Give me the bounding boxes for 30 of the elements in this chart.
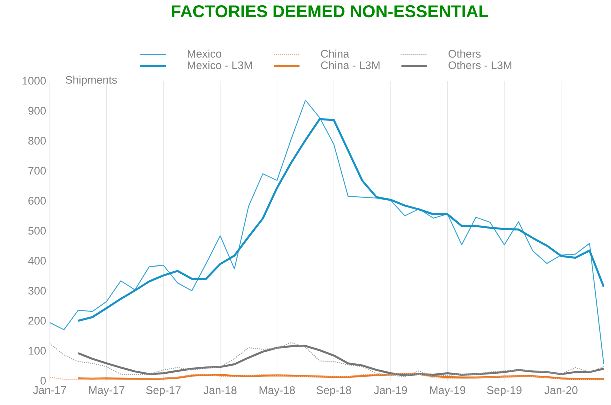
legend-label: Mexico	[188, 50, 222, 58]
y-tick-label: 400	[28, 257, 46, 265]
y-tick-label: 100	[28, 347, 46, 355]
x-tick-label: Jan-19	[374, 386, 408, 394]
y-axis-title: Shipments	[66, 76, 118, 86]
line-series	[50, 100, 604, 365]
x-tick-label: Sep-17	[146, 386, 181, 396]
x-tick-label: Jan-18	[204, 386, 237, 394]
y-tick-label: 600	[28, 197, 46, 205]
y-tick-label: 900	[28, 107, 46, 115]
x-tick-label: May-17	[89, 386, 125, 396]
y-tick-label: 700	[28, 167, 46, 175]
y-tick-label: 200	[28, 317, 46, 325]
y-tick-label: 1000	[22, 77, 46, 85]
y-tick-label: 500	[28, 227, 46, 235]
legend-label: Others - L3M	[448, 61, 512, 70]
x-tick-label: Jan-17	[33, 386, 66, 394]
chart-title: FACTORIES DEEMED NON-ESSENTIAL	[172, 6, 488, 18]
x-tick-label: May-19	[430, 386, 466, 396]
y-tick-label: 300	[28, 287, 46, 295]
legend-label: China	[321, 50, 350, 58]
legend-label: Others	[448, 50, 481, 58]
x-tick-label: Jan-20	[544, 386, 578, 394]
x-tick-label: May-18	[260, 386, 296, 396]
y-tick-label: 0	[40, 377, 46, 385]
legend-label: China - L3M	[321, 61, 380, 70]
y-tick-label: 800	[28, 137, 46, 145]
x-tick-label: Sep-18	[316, 386, 352, 396]
x-tick-label: Sep-19	[487, 386, 522, 396]
legend-label: Mexico - L3M	[188, 61, 252, 70]
